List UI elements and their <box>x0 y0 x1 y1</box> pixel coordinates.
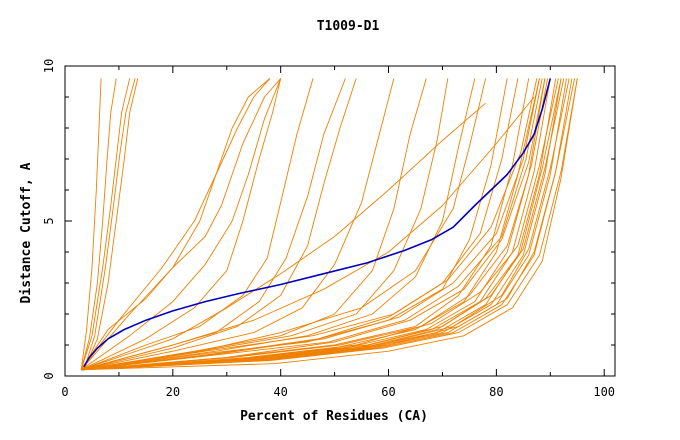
series-line-38 <box>81 78 543 371</box>
series-line-7 <box>80 78 271 371</box>
series-line-32 <box>81 78 540 371</box>
y-axis-label: Distance Cutoff, A <box>19 162 34 303</box>
series-line-5 <box>83 78 139 370</box>
series-line-4 <box>83 78 136 370</box>
series-line-28 <box>81 78 567 371</box>
series-line-35 <box>81 78 570 371</box>
series-layer <box>80 78 578 371</box>
x-tick-label-40: 40 <box>273 385 287 399</box>
y-tick-label-5: 5 <box>42 217 56 224</box>
series-line-40 <box>81 78 562 371</box>
highlight-series-line <box>83 78 552 368</box>
series-line-16 <box>81 78 449 371</box>
x-tick-label-60: 60 <box>381 385 395 399</box>
series-line-41 <box>81 78 578 371</box>
series-line-21 <box>81 78 508 371</box>
series-line-13 <box>81 78 357 371</box>
series-line-37 <box>81 78 549 371</box>
series-line-1 <box>80 78 102 370</box>
series-line-33 <box>81 78 559 371</box>
x-tick-label-80: 80 <box>489 385 503 399</box>
series-line-8 <box>80 78 282 371</box>
x-tick-label-100: 100 <box>593 385 615 399</box>
series-line-17 <box>81 78 476 371</box>
y-tick-label-10: 10 <box>42 59 56 73</box>
chart-title: T1009-D1 <box>317 19 380 34</box>
tick-layer: 0 20 40 60 80 100 0 5 10 <box>42 59 615 399</box>
series-line-22 <box>81 78 530 371</box>
series-line-6 <box>80 78 271 371</box>
series-line-3 <box>80 78 131 370</box>
series-line-2 <box>80 78 117 370</box>
x-tick-label-0: 0 <box>61 385 68 399</box>
series-line-29 <box>81 78 573 371</box>
series-line-39 <box>81 78 538 371</box>
series-line-30 <box>81 78 578 371</box>
series-line-10 <box>80 78 282 371</box>
series-line-34 <box>81 78 565 371</box>
series-line-19 <box>81 102 486 371</box>
series-line-42 <box>81 78 519 371</box>
series-line-11 <box>81 78 314 371</box>
series-line-31 <box>81 78 546 371</box>
y-tick-label-0: 0 <box>42 372 56 379</box>
series-line-18 <box>81 96 535 371</box>
series-line-15 <box>81 78 427 371</box>
x-axis-label: Percent of Residues (CA) <box>240 409 428 424</box>
series-line-20 <box>81 78 487 371</box>
series-line-36 <box>81 78 576 371</box>
series-line-14 <box>81 78 395 371</box>
x-tick-label-20: 20 <box>166 385 180 399</box>
series-line-9 <box>81 78 282 371</box>
series-line-26 <box>81 78 557 371</box>
